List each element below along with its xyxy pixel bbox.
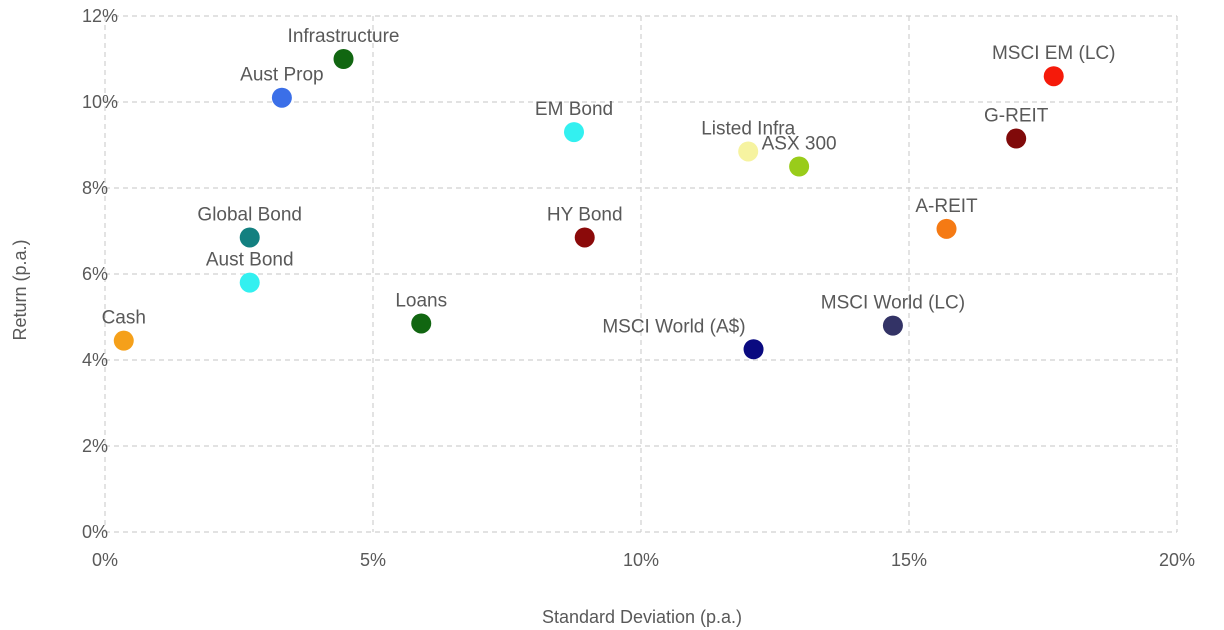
data-point — [272, 88, 292, 108]
data-point — [1006, 129, 1026, 149]
x-axis-title: Standard Deviation (p.a.) — [542, 607, 742, 627]
data-point — [744, 339, 764, 359]
data-label: A-REIT — [915, 196, 978, 217]
y-tick-label: 2% — [82, 436, 108, 456]
y-axis-title: Return (p.a.) — [10, 239, 30, 340]
data-point — [575, 227, 595, 247]
data-point — [411, 313, 431, 333]
data-label: MSCI World (A$) — [602, 316, 745, 337]
data-label: Infrastructure — [288, 26, 400, 47]
y-tick-label: 8% — [82, 178, 108, 198]
data-label: G-REIT — [984, 106, 1049, 127]
data-label: MSCI EM (LC) — [992, 43, 1116, 64]
data-point — [564, 122, 584, 142]
data-label: EM Bond — [535, 99, 613, 120]
data-point — [1044, 66, 1064, 86]
data-label: ASX 300 — [762, 134, 837, 155]
data-point — [937, 219, 957, 239]
data-point — [240, 227, 260, 247]
data-point — [240, 273, 260, 293]
data-point — [789, 157, 809, 177]
x-tick-label: 10% — [623, 550, 659, 570]
data-label: MSCI World (LC) — [821, 293, 965, 314]
y-tick-label: 10% — [82, 92, 118, 112]
y-tick-label: 12% — [82, 6, 118, 26]
data-label: Global Bond — [197, 204, 302, 225]
grid-layer — [105, 16, 1177, 532]
data-point — [334, 49, 354, 69]
x-tick-label: 5% — [360, 550, 386, 570]
data-point — [883, 316, 903, 336]
data-label: Aust Bond — [206, 250, 294, 271]
data-label: Cash — [102, 308, 146, 329]
data-label: Aust Prop — [240, 65, 323, 86]
x-tick-label: 15% — [891, 550, 927, 570]
data-point — [114, 331, 134, 351]
y-tick-label: 6% — [82, 264, 108, 284]
data-point — [738, 141, 758, 161]
y-tick-label: 0% — [82, 522, 108, 542]
data-label: Loans — [395, 290, 447, 311]
data-label: HY Bond — [547, 204, 623, 225]
x-tick-label: 20% — [1159, 550, 1195, 570]
y-tick-label: 4% — [82, 350, 108, 370]
x-tick-label: 0% — [92, 550, 118, 570]
